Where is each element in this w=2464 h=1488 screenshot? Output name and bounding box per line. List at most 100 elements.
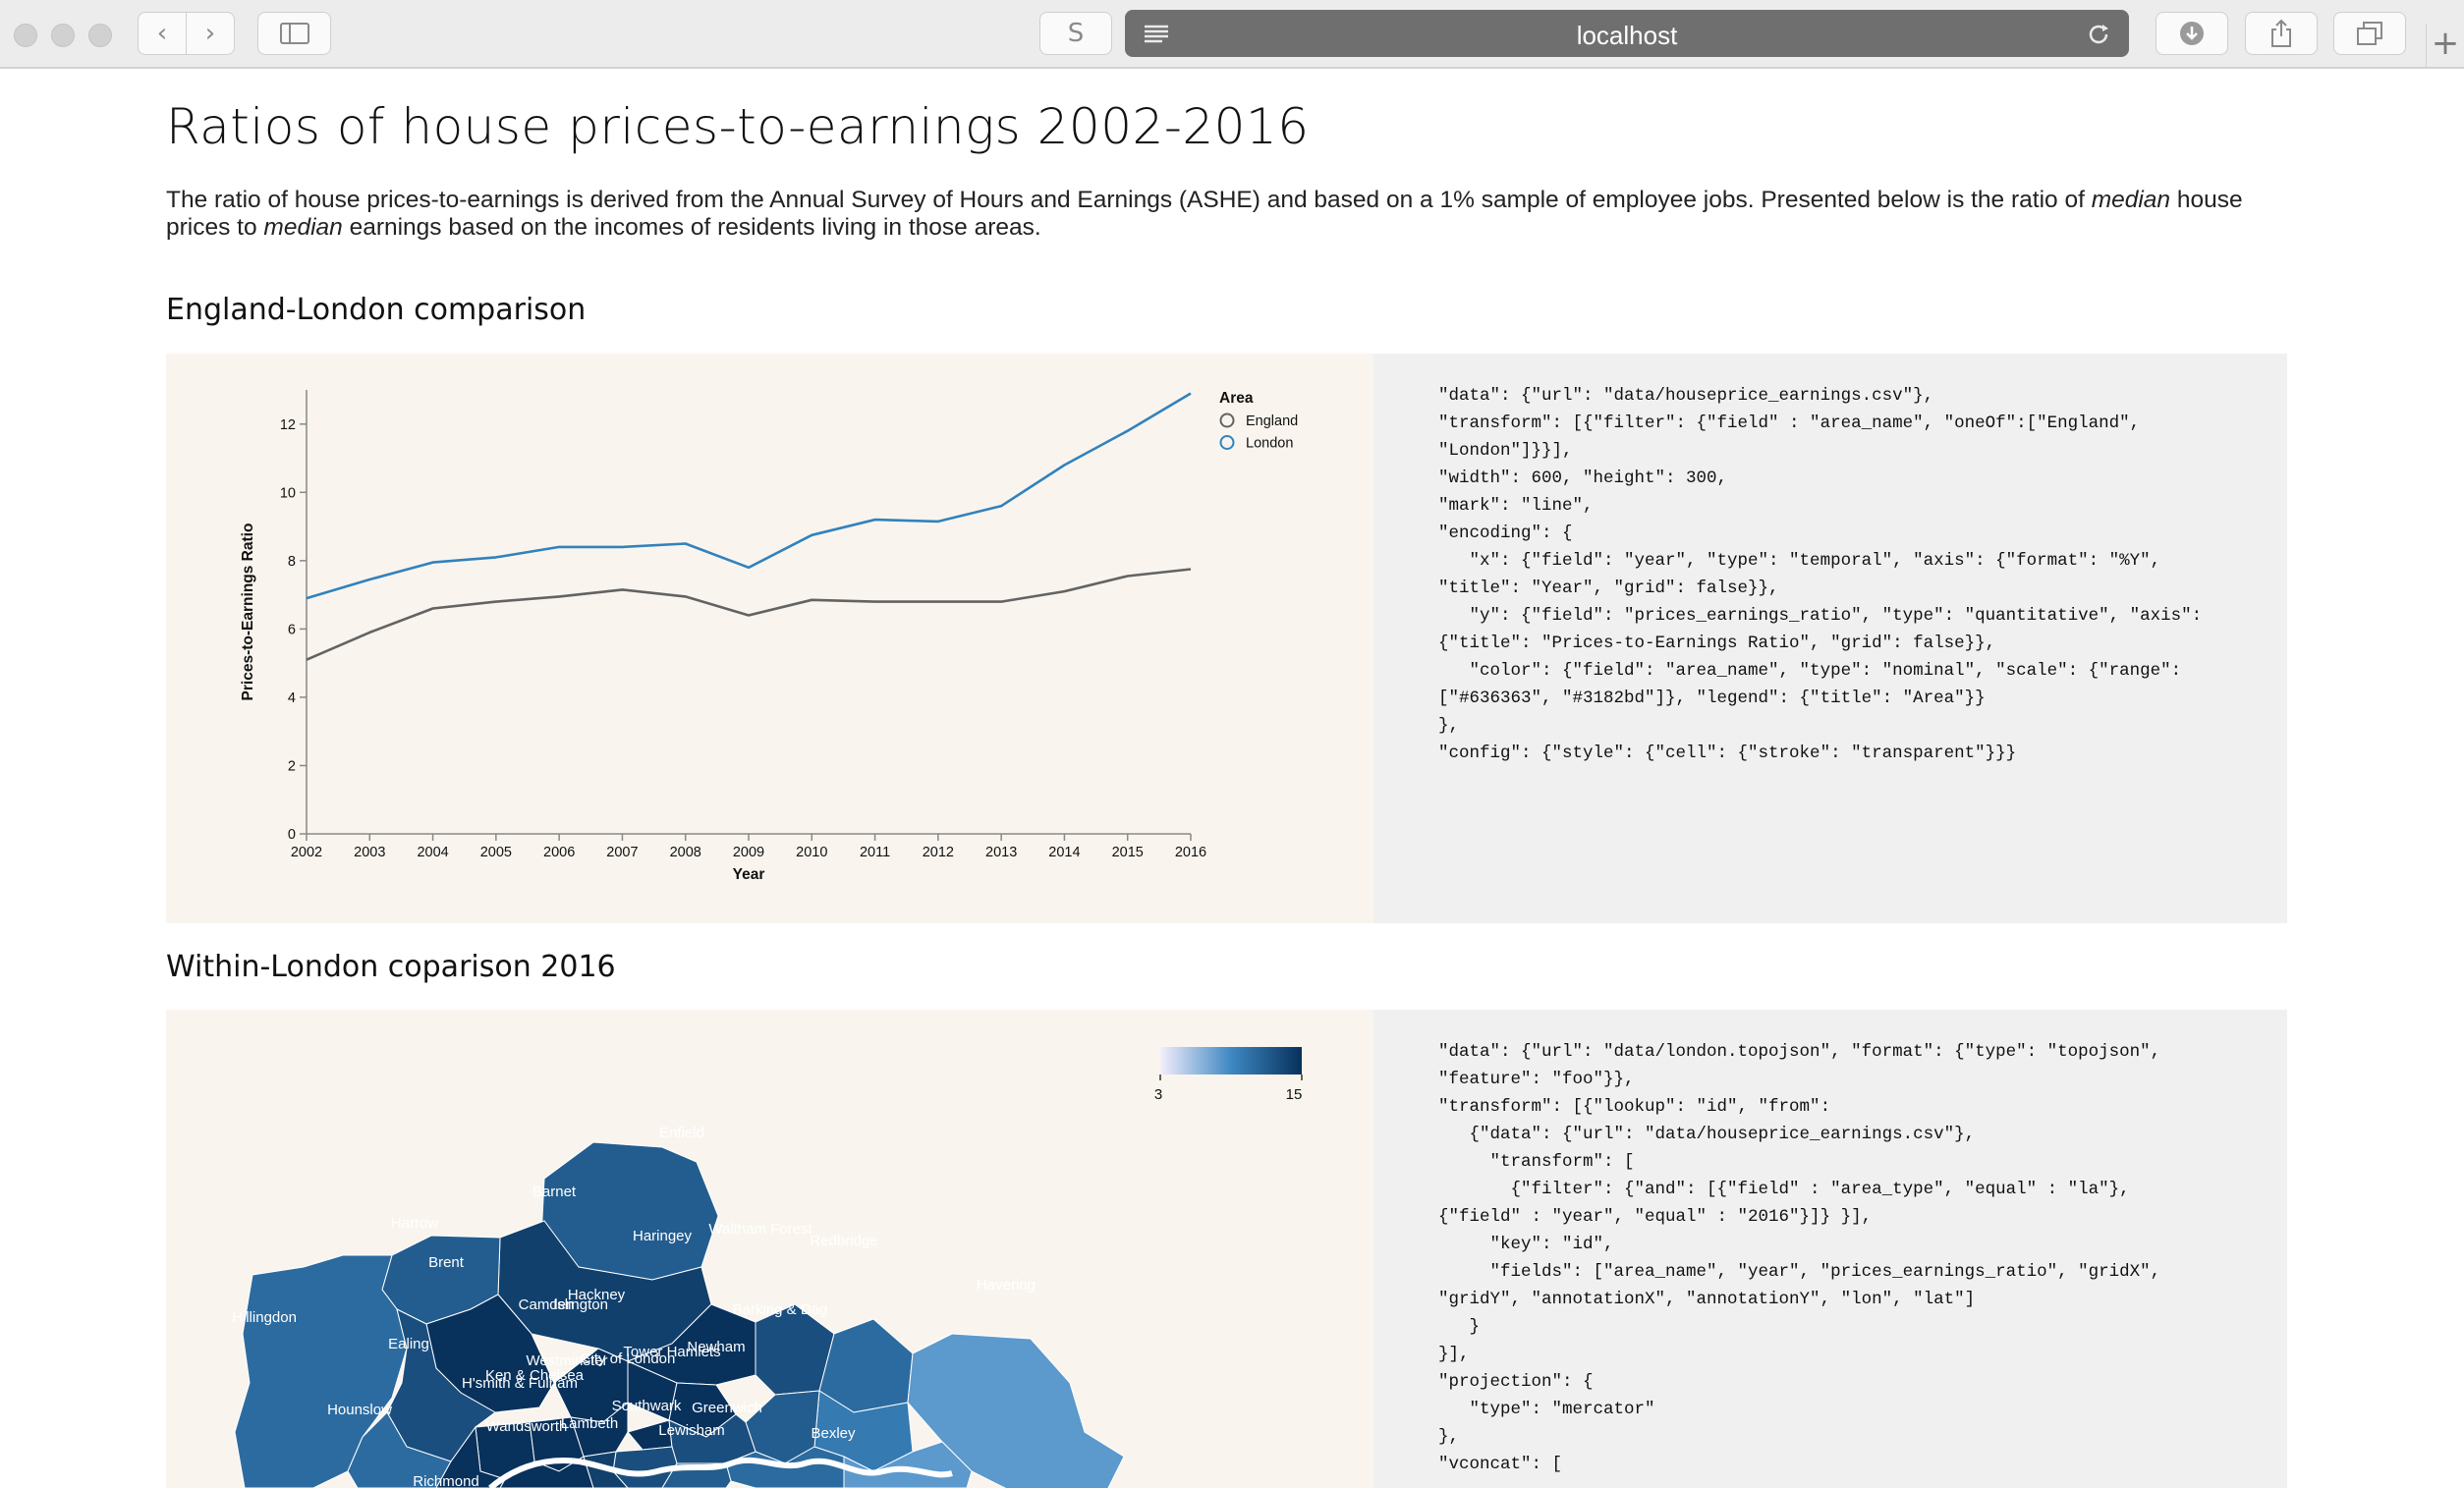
y-tick-label: 12 xyxy=(280,417,296,433)
share-button[interactable] xyxy=(2245,12,2318,55)
borough-label: Tower Hamlets xyxy=(623,1344,720,1360)
series-line-london xyxy=(306,392,1192,600)
borough-hounslow xyxy=(347,1411,452,1488)
spec-code-panel-1: "data": {"url": "data/houseprice_earning… xyxy=(1373,354,2287,923)
borough-label: Islington xyxy=(553,1296,608,1313)
borough-shapes xyxy=(234,1141,1125,1488)
borough-label: Richmond xyxy=(413,1473,479,1488)
reader-list-icon xyxy=(1145,25,1168,43)
color-legend-bar xyxy=(1160,1047,1302,1075)
x-tick-label: 2009 xyxy=(733,845,764,860)
forward-button[interactable]: › xyxy=(186,12,235,55)
map-panel: 3 15 Enfield Barnet Harrow Haringey Waltham … xyxy=(166,1010,1373,1488)
london-choropleth-map: 3 15 Enfield Barnet Harrow Haringey Waltham … xyxy=(232,1047,1303,1488)
section-heading-england-london: England-London comparison xyxy=(166,293,587,327)
s-extension-icon: S xyxy=(1067,19,1085,48)
line-chart: 2002 2003 2004 2005 2006 2007 2008 2009 2010 2011… xyxy=(240,390,1298,883)
description-emphasis: median xyxy=(2091,187,2171,213)
borough-label: City of London xyxy=(581,1350,676,1367)
borough-label: Brent xyxy=(428,1254,465,1271)
borough-label: Lewisham xyxy=(658,1422,725,1439)
borough-label: Enfield xyxy=(659,1125,704,1141)
borough-label: Haringey xyxy=(633,1228,693,1244)
borough-label: Barking & Dag xyxy=(733,1301,828,1318)
share-icon xyxy=(2271,19,2291,47)
borough-label: Hounslow xyxy=(327,1402,392,1418)
x-tick-label: 2015 xyxy=(1112,845,1144,860)
borough-label: Bexley xyxy=(811,1425,856,1442)
reader-extension-button[interactable]: S xyxy=(1039,12,1112,55)
borough-labels: Enfield Barnet Harrow Haringey Waltham Fores… xyxy=(232,1125,1036,1488)
borough-label: Redbridge xyxy=(810,1233,877,1249)
borough-label: Greenwich xyxy=(692,1400,762,1416)
borough-label: Ken & Chelsea xyxy=(485,1367,585,1384)
description-text: house prices to xyxy=(166,187,2243,241)
x-axis-title: Year xyxy=(733,866,765,883)
description-emphasis: median xyxy=(263,214,343,241)
x-tick-label: 2002 xyxy=(291,845,322,860)
y-tick-label: 8 xyxy=(288,554,296,570)
y-tick-label: 6 xyxy=(288,622,296,637)
borough-label: Camden xyxy=(519,1296,575,1313)
y-tick-label: 0 xyxy=(288,827,296,843)
borough-label: Ealing xyxy=(388,1336,429,1352)
download-icon xyxy=(2180,22,2204,45)
x-tick-label: 2008 xyxy=(670,845,701,860)
x-tick-label: 2016 xyxy=(1175,845,1206,860)
sidebar-icon xyxy=(279,23,309,44)
borough-richmond xyxy=(435,1425,506,1488)
legend-label: England xyxy=(1246,413,1298,429)
back-button[interactable]: ‹ xyxy=(138,12,187,55)
reload-icon[interactable] xyxy=(2086,22,2111,47)
new-tab-button[interactable]: + xyxy=(2426,24,2464,69)
browser-toolbar: ‹ › S localhost + xyxy=(0,0,2464,69)
section-heading-within-london: Within-London coparison 2016 xyxy=(166,950,616,984)
borough-label: H'smith & Fulham xyxy=(462,1375,578,1392)
legend-max-label: 15 xyxy=(1286,1086,1303,1103)
page-description: The ratio of house prices-to-earnings is… xyxy=(166,187,2288,242)
legend-title: Area xyxy=(1219,390,1254,407)
vega-lite-spec-code: "data": {"url": "data/london.topojson", … xyxy=(1438,1042,2161,1474)
x-tick-label: 2003 xyxy=(354,845,385,860)
vega-lite-spec-code: "data": {"url": "data/houseprice_earning… xyxy=(1438,386,2203,763)
borough-label: Hillingdon xyxy=(232,1309,297,1326)
borough-label: Westminster xyxy=(526,1352,607,1369)
sidebar-button[interactable] xyxy=(257,12,331,55)
close-window-button[interactable] xyxy=(14,24,37,47)
url-text: localhost xyxy=(1576,21,1678,50)
tabs-overview-button[interactable] xyxy=(2333,12,2406,55)
x-tick-label: 2005 xyxy=(480,845,512,860)
x-tick-label: 2014 xyxy=(1048,845,1080,860)
borough-havering xyxy=(907,1333,1125,1488)
plus-icon: + xyxy=(2431,24,2460,63)
x-tick-label: 2012 xyxy=(923,845,954,860)
legend-symbol xyxy=(1219,435,1235,450)
downloads-button[interactable] xyxy=(2156,12,2228,55)
legend-min-label: 3 xyxy=(1154,1086,1162,1103)
borough-label: Waltham Forest xyxy=(708,1221,812,1238)
x-tick-label: 2010 xyxy=(796,845,827,860)
description-text: earnings based on the incomes of residen… xyxy=(342,214,1041,241)
chevron-right-icon: › xyxy=(204,19,216,48)
y-tick-label: 4 xyxy=(288,690,296,706)
x-tick-label: 2004 xyxy=(417,845,448,860)
legend-label: London xyxy=(1246,436,1293,452)
y-tick-label: 2 xyxy=(288,758,296,774)
zoom-window-button[interactable] xyxy=(88,24,112,47)
borough-label: Wandsworth xyxy=(486,1418,568,1435)
borough-label: Harrow xyxy=(391,1215,439,1232)
spec-code-panel-2: "data": {"url": "data/london.topojson", … xyxy=(1373,1010,2287,1488)
borough-label: Havering xyxy=(977,1277,1036,1294)
address-bar[interactable]: localhost xyxy=(1125,10,2129,57)
minimize-window-button[interactable] xyxy=(51,24,75,47)
legend-symbol xyxy=(1219,413,1235,428)
x-tick-label: 2007 xyxy=(606,845,638,860)
borough-label: Barnet xyxy=(532,1184,577,1200)
river-thames xyxy=(488,1457,953,1488)
tabs-icon xyxy=(2357,22,2382,45)
borough-label: Newham xyxy=(687,1339,745,1355)
chevron-left-icon: ‹ xyxy=(156,19,168,48)
borough-label: Lambeth xyxy=(561,1415,618,1432)
borough-label: Southwark xyxy=(612,1398,682,1414)
series-line-england xyxy=(306,568,1192,661)
